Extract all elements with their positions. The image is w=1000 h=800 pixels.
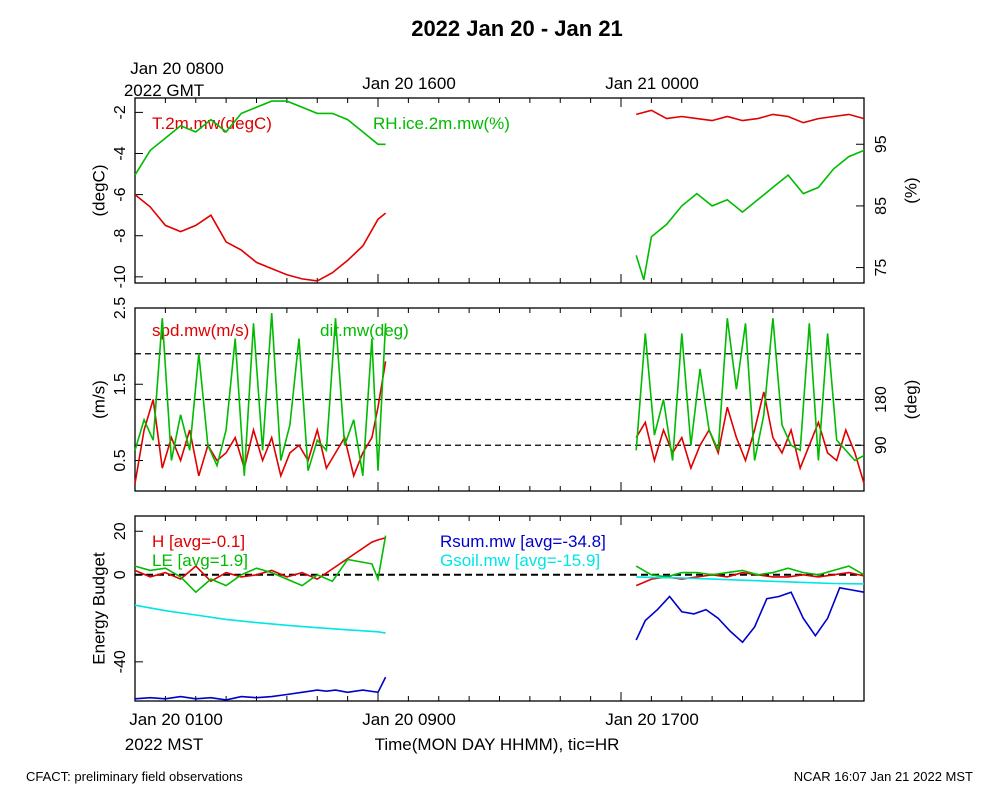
- y-tick-label: 0.5: [112, 449, 129, 471]
- bottom-axis-label-1: Jan 20 0100: [129, 710, 223, 729]
- series-line-3: [134, 576, 865, 634]
- bottom-axis-sublabel: 2022 MST: [125, 735, 203, 754]
- y-tick-label: -6: [112, 187, 129, 201]
- legend-label: spd.mw(m/s): [152, 321, 249, 340]
- series-line-1: [134, 535, 865, 594]
- y-tick-label: -8: [112, 229, 129, 243]
- top-axis-label-3: Jan 21 0000: [605, 74, 699, 93]
- y-tick-label: -40: [112, 650, 129, 673]
- footer-left: CFACT: preliminary field observations: [26, 769, 243, 784]
- legend-label: Rsum.mw [avg=-34.8]: [440, 532, 606, 551]
- x-axis-title: Time(MON DAY HHMM), tic=HR: [375, 735, 620, 754]
- series-line-1: [134, 313, 865, 476]
- y2-axis-label: (deg): [901, 380, 920, 420]
- y-tick-label: 0: [112, 570, 129, 579]
- chart-panels: -10 -8 -6 -4 -2 75 85 95 (degC) (%) T.2m.mw(degC) R…: [89, 97, 920, 702]
- legend-label: LE [avg=1.9]: [152, 551, 248, 570]
- chart-title: 2022 Jan 20 - Jan 21: [411, 16, 623, 41]
- y2-tick-label: 95: [873, 135, 890, 153]
- y-tick-label: -10: [112, 265, 129, 288]
- y-axis-label: (m/s): [89, 380, 108, 419]
- legend-label: dir.mw(deg): [320, 321, 409, 340]
- legend-label: T.2m.mw(degC): [152, 114, 272, 133]
- y2-axis-label: (%): [901, 177, 920, 203]
- panel-temperature-rh: -10 -8 -6 -4 -2 75 85 95 (degC) (%) T.2m.mw(degC) R…: [89, 97, 920, 288]
- series-line-1: [134, 100, 865, 281]
- top-axis-sublabel: 2022 GMT: [124, 81, 204, 100]
- y2-tick-label: 75: [873, 259, 890, 277]
- y2-tick-label: 90: [873, 436, 890, 454]
- y-tick-label: 2.5: [112, 297, 129, 319]
- series-line-2: [134, 586, 865, 701]
- y-axis-label: Energy Budget: [89, 552, 108, 665]
- panel-wind: 0.5 1.5 2.5 90 180 (m/s) (deg) spd.mw(m/s) dir.m…: [89, 297, 920, 492]
- y-tick-label: 20: [112, 522, 129, 540]
- top-axis-label-2: Jan 20 1600: [362, 74, 456, 93]
- y2-tick-label: 85: [873, 197, 890, 215]
- legend-label: RH.ice.2m.mw(%): [373, 114, 510, 133]
- legend-label: H [avg=-0.1]: [152, 532, 245, 551]
- y-tick-label: -4: [112, 146, 129, 160]
- top-axis-label-1: Jan 20 0800: [130, 59, 224, 78]
- y-tick-label: -2: [112, 105, 129, 119]
- footer-right: NCAR 16:07 Jan 21 2022 MST: [794, 769, 973, 784]
- bottom-axis-label-3: Jan 20 1700: [605, 710, 699, 729]
- legend-label: Gsoil.mw [avg=-15.9]: [440, 551, 600, 570]
- bottom-axis-label-2: Jan 20 0900: [362, 710, 456, 729]
- series-line-0: [134, 109, 865, 282]
- y-tick-label: 1.5: [112, 373, 129, 395]
- y2-tick-label: 180: [873, 386, 890, 413]
- y-axis-label: (degC): [89, 165, 108, 217]
